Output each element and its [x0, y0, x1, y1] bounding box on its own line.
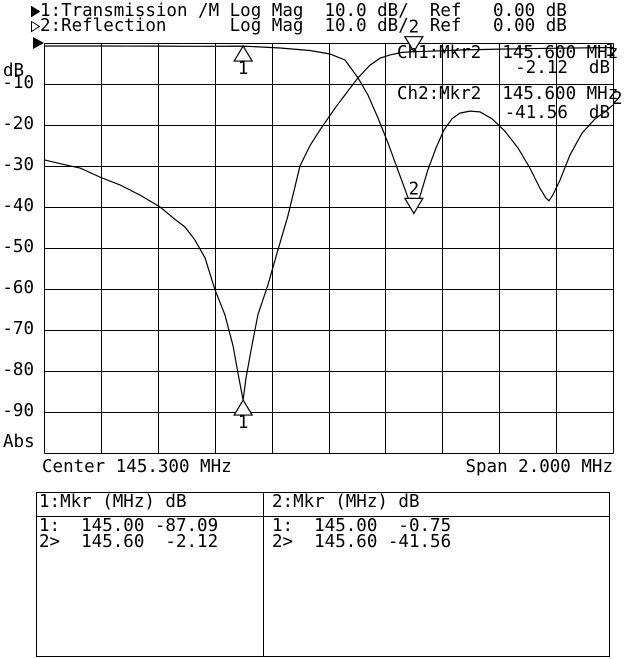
trace2-end-label: 2 — [612, 89, 623, 109]
span-label: Span 2.000 MHz — [465, 457, 613, 477]
y-axis-tick: -60 — [2, 278, 34, 298]
y-axis-tick: -90 — [2, 401, 34, 421]
trace1-end-label: 1 — [605, 41, 616, 61]
marker-triangle-icon — [233, 398, 254, 416]
ref-triangle-icon — [33, 37, 44, 49]
trace-line — [43, 46, 614, 401]
channel2-inactive-indicator-icon — [31, 21, 40, 33]
y-axis-unit-label: dB — [3, 61, 25, 81]
marker-table-column-header: 1:Mkr (MHz) dB — [39, 492, 187, 512]
marker-table-column-header: 2:Mkr (MHz) dB — [272, 492, 420, 512]
y-axis-tick: -20 — [2, 114, 34, 134]
y-axis-tick: -70 — [2, 319, 34, 339]
marker-number-label: 2 — [409, 18, 420, 38]
y-axis-tick: -50 — [2, 237, 34, 257]
transmission-trace — [43, 46, 614, 401]
ch2-marker-readout-value: -41.56 dB — [504, 103, 610, 123]
marker-table-row: 1: 145.00 -0.75 — [272, 516, 452, 536]
y-axis-tick: -40 — [2, 196, 34, 216]
marker-number-label: 1 — [238, 413, 249, 433]
marker-triangle-icon — [403, 197, 424, 215]
marker-table-column-divider — [263, 492, 264, 657]
ch2-marker-readout-freq: Ch2:Mkr2 145.600 MHz — [397, 84, 619, 104]
y-axis-tick: -30 — [2, 155, 34, 175]
center-frequency-label: Center 145.300 MHz — [42, 457, 232, 477]
marker-triangle-icon — [233, 44, 254, 62]
marker-table-row: 2> 145.60 -2.12 — [39, 532, 219, 552]
marker-symbols: 1 2 1 2 — [233, 18, 424, 433]
reflection-trace — [44, 45, 614, 215]
grid — [44, 43, 614, 454]
reference-level-indicator-icon — [33, 37, 44, 49]
trace-line — [44, 45, 614, 215]
y-axis-abs-label: Abs — [3, 432, 35, 452]
y-axis-tick: -80 — [2, 360, 34, 380]
channel2-header-line: 2:Reflection Log Mag 10.0 dB/ Ref 0.00 d… — [40, 16, 567, 36]
y-axis-tick: -10 — [2, 73, 34, 93]
marker-table — [36, 492, 610, 657]
marker-table-row: 1: 145.00 -87.09 — [39, 516, 219, 536]
marker-table-header-rule — [36, 516, 610, 517]
marker-triangle-icon — [403, 36, 424, 53]
ch1-marker-readout-value: -2.12 dB — [515, 58, 610, 78]
ch1-marker-readout-freq: Ch1:Mkr2 145.600 MHz — [397, 43, 619, 63]
marker-number-label: 2 — [409, 179, 420, 199]
marker-number-label: 1 — [238, 59, 249, 79]
channel1-header-line: 1:Transmission /M Log Mag 10.0 dB/ Ref 0… — [40, 1, 567, 21]
marker-table-row: 2> 145.60 -41.56 — [272, 532, 452, 552]
channel1-active-indicator-icon — [31, 6, 40, 18]
